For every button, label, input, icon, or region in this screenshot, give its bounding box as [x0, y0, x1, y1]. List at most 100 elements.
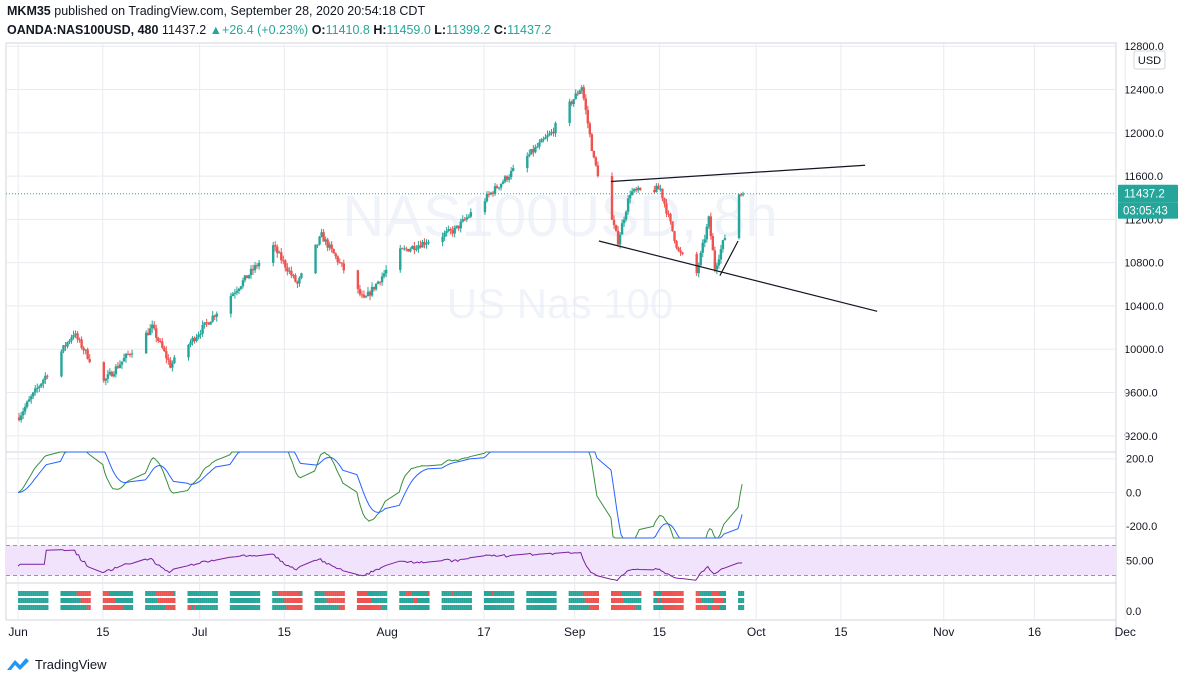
strip-cell-down	[405, 591, 408, 596]
strip-cell-down	[584, 591, 587, 596]
strip-cell-down	[673, 605, 676, 610]
strip-cell-up	[532, 605, 535, 610]
strip-cell-down	[617, 591, 620, 596]
strip-cell-down	[356, 598, 359, 603]
candle-up	[501, 181, 505, 184]
strip-cell-up	[709, 591, 712, 596]
strip-cell-up	[526, 598, 529, 603]
candles-group	[17, 84, 745, 423]
strip-cell-down	[713, 598, 716, 603]
strip-cell-down	[413, 598, 416, 603]
candle-up	[465, 217, 468, 220]
strip-cell-up	[24, 598, 27, 603]
strip-cell-down	[619, 598, 622, 603]
candle-up	[124, 353, 128, 359]
strip-cell-down	[592, 598, 595, 603]
strip-cell-down	[611, 598, 614, 603]
strip-cell-up	[405, 598, 408, 603]
candle-down	[128, 354, 132, 356]
strip-cell-up	[723, 605, 727, 610]
strip-cell-up	[655, 605, 658, 610]
strip-cell-up	[114, 598, 117, 603]
strip-cell-up	[441, 591, 444, 596]
strip-cell-up	[449, 598, 452, 603]
strip-cell-up	[250, 598, 253, 603]
strip-cell-up	[241, 605, 245, 610]
symbol-title[interactable]: OANDA:NAS100USD, 480	[7, 23, 159, 37]
candle-down	[17, 417, 21, 421]
strip-cell-down	[588, 598, 591, 603]
strip-cell-up	[427, 598, 430, 603]
candle-down	[88, 358, 91, 363]
strip-cell-down	[663, 591, 666, 596]
strip-cell-up	[455, 605, 458, 610]
strip-cell-down	[102, 605, 105, 610]
strip-cell-down	[334, 598, 337, 603]
strip-cell-down	[340, 605, 343, 610]
candle-up	[411, 245, 414, 249]
candle-down	[612, 219, 616, 226]
strip-cell-up	[504, 605, 507, 610]
candle-up	[717, 259, 721, 266]
strip-cell-down	[360, 605, 364, 610]
strip-cell-up	[635, 598, 638, 603]
strip-cell-up	[485, 591, 489, 596]
candle-up	[38, 386, 41, 388]
strip-cell-up	[584, 605, 587, 610]
strip-cell-up	[653, 605, 656, 610]
strip-cell-up	[506, 591, 509, 596]
strip-cell-up	[578, 598, 581, 603]
price-change: +26.4 (+0.23%)	[222, 23, 309, 37]
strip-cell-down	[594, 591, 597, 596]
strip-cell-down	[116, 605, 120, 610]
candle-up	[737, 194, 741, 239]
strip-cell-up	[423, 605, 426, 610]
strip-cell-up	[510, 591, 513, 596]
strip-cell-up	[78, 598, 81, 603]
strip-cell-up	[40, 591, 43, 596]
strip-cell-down	[661, 591, 664, 596]
candle-up	[36, 387, 39, 389]
strip-cell-down	[112, 605, 115, 610]
strip-cell-down	[594, 598, 597, 603]
price-tick-label: 10400.0	[1124, 301, 1164, 313]
strip-cell-down	[84, 591, 87, 596]
candle-down	[592, 150, 596, 158]
strip-cell-up	[44, 598, 47, 603]
strip-cell-up	[381, 591, 384, 596]
strip-cell-up	[417, 598, 420, 603]
strip-cell-down	[671, 605, 674, 610]
strip-cell-up	[740, 598, 743, 603]
strip-cell-up	[209, 605, 212, 610]
candle-down	[358, 288, 362, 295]
strip-cell-down	[288, 605, 291, 610]
strip-cell-up	[653, 598, 656, 603]
strip-cell-up	[487, 591, 491, 596]
candle-up	[536, 146, 539, 148]
rsi-band	[6, 545, 1116, 576]
candle-down	[336, 256, 339, 263]
candle-up	[626, 198, 630, 212]
strip-cell-up	[508, 591, 511, 596]
strip-cell-up	[574, 605, 577, 610]
strip-cell-up	[742, 605, 745, 610]
strip-cell-down	[451, 591, 454, 596]
strip-cell-up	[453, 591, 456, 596]
strip-cell-up	[193, 598, 196, 603]
tradingview-brand[interactable]: TradingView	[6, 654, 107, 674]
strip-cell-up	[455, 591, 458, 596]
candle-down	[584, 98, 587, 110]
strip-cell-up	[248, 591, 251, 596]
publisher-user[interactable]: MKM35	[7, 4, 51, 18]
strip-cell-up	[258, 605, 261, 610]
countdown-tag	[1118, 202, 1178, 219]
strip-cell-up	[740, 591, 743, 596]
strip-cell-up	[155, 598, 158, 603]
strip-cell-up	[46, 591, 49, 596]
strip-cell-up	[661, 605, 664, 610]
strip-cell-up	[324, 605, 327, 610]
candle-down	[276, 246, 279, 254]
candle-down	[378, 281, 382, 283]
strip-cell-up	[508, 598, 511, 603]
